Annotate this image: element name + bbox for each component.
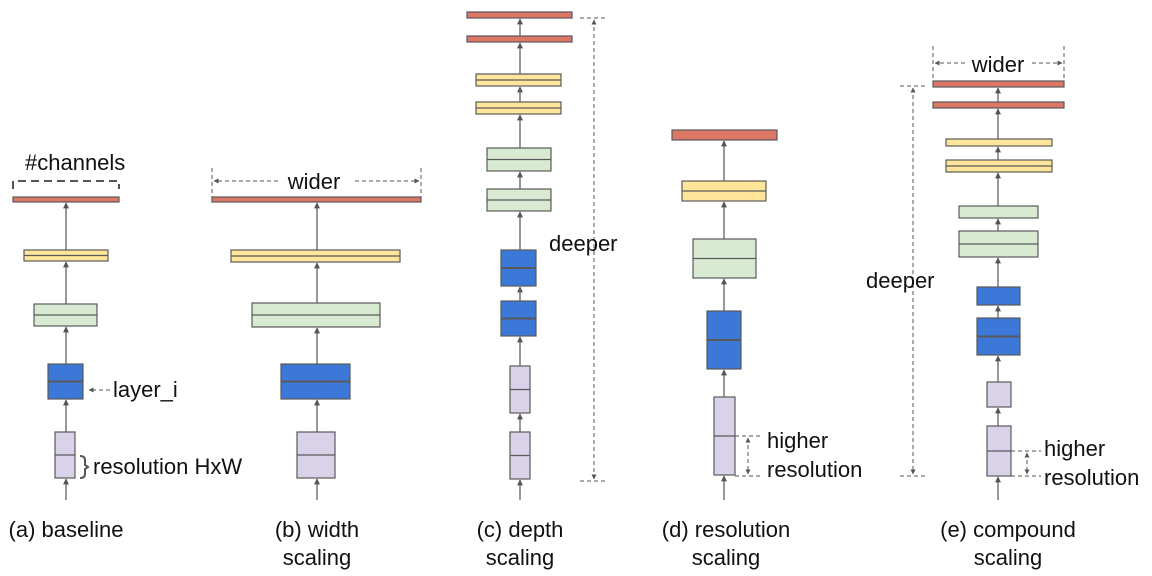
caption-baseline: (a) baseline bbox=[9, 517, 124, 542]
caption-width-line2: scaling bbox=[283, 545, 351, 570]
caption-resolution-line1: (d) resolution bbox=[662, 517, 790, 542]
caption-depth-line1: (c) depth bbox=[477, 517, 564, 542]
caption-depth-line2: scaling bbox=[486, 545, 554, 570]
channels-bracket bbox=[12, 180, 120, 189]
resolution-label: resolution HxW bbox=[93, 454, 242, 479]
caption-compound-line1: (e) compound bbox=[940, 517, 1076, 542]
layer-block-red bbox=[466, 35, 573, 43]
resolution-brace bbox=[79, 455, 90, 479]
higher-label: higher bbox=[767, 428, 828, 453]
layer-block-red bbox=[932, 80, 1065, 88]
deeper-label: deeper bbox=[866, 268, 935, 293]
layer-block-red bbox=[211, 196, 422, 203]
layer-block-red bbox=[932, 101, 1065, 109]
resolution-label: resolution bbox=[767, 457, 862, 482]
resolution-label: resolution bbox=[1044, 465, 1139, 490]
caption-resolution-line2: scaling bbox=[692, 545, 760, 570]
layer-block-yellow bbox=[945, 138, 1053, 147]
wider-label: wider bbox=[971, 52, 1025, 77]
layer-block-blue bbox=[976, 286, 1021, 306]
network-blocks bbox=[12, 11, 1065, 500]
layer-block-green bbox=[958, 205, 1039, 219]
layer-block-red bbox=[671, 129, 778, 141]
layer-block-purple bbox=[986, 381, 1012, 408]
layer-label: layer_i bbox=[113, 377, 178, 402]
layer-block-red bbox=[12, 196, 120, 203]
caption-width-line1: (b) width bbox=[275, 517, 359, 542]
caption-compound-line2: scaling bbox=[974, 545, 1042, 570]
layer-block-red bbox=[466, 11, 573, 19]
wider-label: wider bbox=[287, 169, 341, 194]
higher-label: higher bbox=[1044, 436, 1105, 461]
deeper-label: deeper bbox=[549, 231, 618, 256]
channels-label: #channels bbox=[25, 150, 125, 175]
